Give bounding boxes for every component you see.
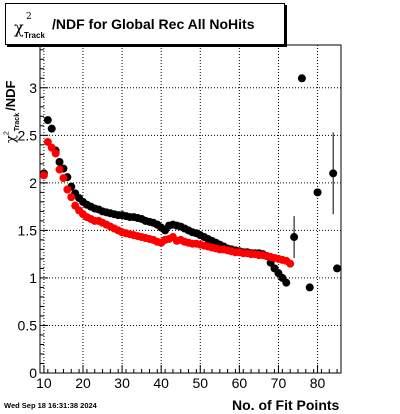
data-point-red [59, 174, 68, 183]
title-box: χ 2 Track /NDF for Global Rec All NoHits [5, 3, 285, 45]
data-point-red [286, 259, 295, 268]
data-point-red [67, 193, 76, 202]
ylabel-text: /NDF [3, 80, 18, 111]
y-tick-label: 1 [29, 270, 37, 286]
data-point-red [39, 171, 48, 180]
datestamp: Wed Sep 18 16:31:38 2024 [4, 401, 97, 410]
x-tick-label: 80 [310, 375, 326, 391]
data-point-red [63, 185, 72, 194]
title-subscript: Track [24, 31, 45, 40]
data-point-black [47, 124, 56, 133]
axes: 0 0.5 1 1.5 2 2.5 3 10 20 30 40 50 60 70 80 [18, 44, 342, 391]
data-series [39, 74, 342, 292]
ylabel-subscript: Track [14, 112, 22, 132]
x-tick-label: 20 [75, 375, 91, 391]
y-tick-label: 3 [29, 80, 37, 96]
ylabel-chi-symbol: χ [4, 135, 19, 143]
y-tick-label: 2.5 [18, 127, 38, 143]
ylabel-superscript: 2 [3, 131, 11, 136]
data-point-black [333, 264, 342, 273]
chart-title: /NDF for Global Rec All NoHits [52, 16, 255, 32]
grid-lines [40, 45, 341, 373]
data-point-black [282, 278, 291, 287]
x-tick-label: 50 [192, 375, 208, 391]
data-point-black [55, 157, 64, 166]
data-point-black [297, 74, 306, 83]
x-tick-label: 60 [232, 375, 248, 391]
y-tick-label: 0.5 [18, 317, 38, 333]
data-point-black [43, 116, 52, 125]
y-axis-label: χ2Track/NDF [2, 48, 26, 143]
data-point-black [290, 233, 299, 242]
x-tick-label: 10 [36, 375, 52, 391]
data-point-red [43, 137, 52, 146]
title-chi-symbol: χ [14, 18, 24, 37]
x-axis-label: No. of Fit Points [232, 397, 340, 413]
x-tick-label: 70 [271, 375, 287, 391]
data-point-red [47, 143, 56, 152]
x-tick-label: 40 [153, 375, 169, 391]
y-tick-label: 2 [29, 175, 37, 191]
data-point-red [55, 165, 64, 174]
plot-frame [39, 44, 342, 374]
y-tick-label: 0 [29, 365, 37, 381]
data-point-black [313, 188, 322, 197]
data-point-black [305, 283, 314, 292]
title-superscript: 2 [26, 12, 32, 22]
data-point-red [51, 149, 60, 158]
data-point-black [329, 169, 338, 178]
x-tick-label: 30 [114, 375, 130, 391]
y-tick-label: 1.5 [18, 222, 38, 238]
